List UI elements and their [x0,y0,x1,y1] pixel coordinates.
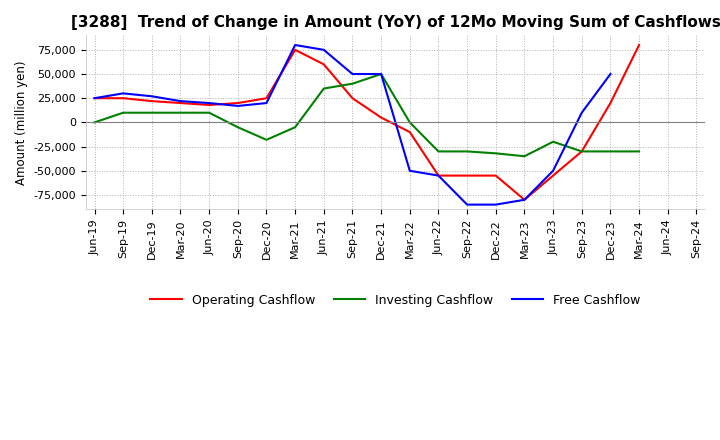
Operating Cashflow [405,129,414,135]
Y-axis label: Amount (million yen): Amount (million yen) [15,60,28,185]
Investing Cashflow [405,120,414,125]
Investing Cashflow [520,154,528,159]
Operating Cashflow [233,100,242,106]
Operating Cashflow [606,100,615,106]
Free Cashflow [348,71,357,77]
Free Cashflow [320,47,328,52]
Investing Cashflow [204,110,213,115]
Operating Cashflow [204,103,213,108]
Line: Operating Cashflow: Operating Cashflow [94,45,639,200]
Operating Cashflow [577,149,586,154]
Investing Cashflow [635,149,644,154]
Free Cashflow [549,168,557,173]
Free Cashflow [577,110,586,115]
Line: Free Cashflow: Free Cashflow [94,45,611,205]
Investing Cashflow [606,149,615,154]
Investing Cashflow [492,151,500,156]
Operating Cashflow [348,95,357,101]
Free Cashflow [204,100,213,106]
Free Cashflow [90,95,99,101]
Operating Cashflow [119,95,127,101]
Free Cashflow [233,103,242,109]
Operating Cashflow [434,173,443,178]
Operating Cashflow [320,62,328,67]
Investing Cashflow [262,137,271,143]
Investing Cashflow [320,86,328,91]
Free Cashflow [463,202,472,207]
Free Cashflow [606,71,615,77]
Operating Cashflow [635,42,644,48]
Free Cashflow [520,197,528,202]
Investing Cashflow [291,125,300,130]
Investing Cashflow [119,110,127,115]
Investing Cashflow [90,120,99,125]
Operating Cashflow [492,173,500,178]
Operating Cashflow [463,173,472,178]
Operating Cashflow [520,197,528,202]
Operating Cashflow [291,47,300,52]
Investing Cashflow [434,149,443,154]
Free Cashflow [434,173,443,178]
Operating Cashflow [90,95,99,101]
Operating Cashflow [262,95,271,101]
Investing Cashflow [577,149,586,154]
Free Cashflow [377,71,385,77]
Line: Investing Cashflow: Investing Cashflow [94,74,639,156]
Operating Cashflow [377,115,385,120]
Investing Cashflow [463,149,472,154]
Free Cashflow [148,94,156,99]
Operating Cashflow [549,173,557,178]
Free Cashflow [291,42,300,48]
Free Cashflow [492,202,500,207]
Free Cashflow [262,100,271,106]
Operating Cashflow [148,99,156,104]
Investing Cashflow [377,71,385,77]
Operating Cashflow [176,100,185,106]
Investing Cashflow [549,139,557,144]
Legend: Operating Cashflow, Investing Cashflow, Free Cashflow: Operating Cashflow, Investing Cashflow, … [145,289,646,312]
Title: [3288]  Trend of Change in Amount (YoY) of 12Mo Moving Sum of Cashflows: [3288] Trend of Change in Amount (YoY) o… [71,15,720,30]
Free Cashflow [176,99,185,104]
Investing Cashflow [148,110,156,115]
Free Cashflow [119,91,127,96]
Free Cashflow [405,168,414,173]
Investing Cashflow [348,81,357,86]
Investing Cashflow [176,110,185,115]
Investing Cashflow [233,125,242,130]
